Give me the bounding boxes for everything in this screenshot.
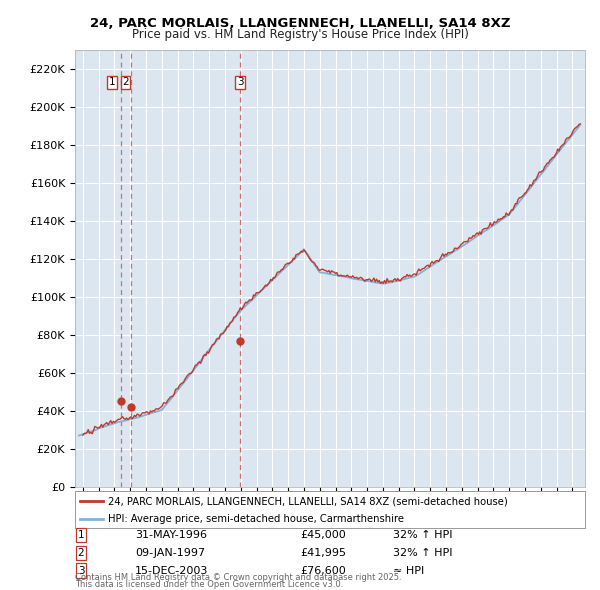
Text: 31-MAY-1996: 31-MAY-1996: [135, 530, 207, 540]
Text: £41,995: £41,995: [300, 548, 346, 558]
Text: Contains HM Land Registry data © Crown copyright and database right 2025.: Contains HM Land Registry data © Crown c…: [75, 573, 401, 582]
Text: 2: 2: [77, 548, 85, 558]
Text: This data is licensed under the Open Government Licence v3.0.: This data is licensed under the Open Gov…: [75, 580, 343, 589]
Text: 32% ↑ HPI: 32% ↑ HPI: [393, 530, 452, 540]
Text: 15-DEC-2003: 15-DEC-2003: [135, 566, 208, 575]
Text: 3: 3: [77, 566, 85, 575]
Text: 32% ↑ HPI: 32% ↑ HPI: [393, 548, 452, 558]
Text: 1: 1: [109, 77, 115, 87]
Text: ≈ HPI: ≈ HPI: [393, 566, 424, 575]
Text: 1: 1: [77, 530, 85, 540]
Text: £45,000: £45,000: [300, 530, 346, 540]
Text: 09-JAN-1997: 09-JAN-1997: [135, 548, 205, 558]
Text: 3: 3: [237, 77, 244, 87]
Text: 2: 2: [122, 77, 129, 87]
Text: 24, PARC MORLAIS, LLANGENNECH, LLANELLI, SA14 8XZ (semi-detached house): 24, PARC MORLAIS, LLANGENNECH, LLANELLI,…: [108, 496, 508, 506]
Text: Price paid vs. HM Land Registry's House Price Index (HPI): Price paid vs. HM Land Registry's House …: [131, 28, 469, 41]
Text: 24, PARC MORLAIS, LLANGENNECH, LLANELLI, SA14 8XZ: 24, PARC MORLAIS, LLANGENNECH, LLANELLI,…: [90, 17, 510, 30]
Text: £76,600: £76,600: [300, 566, 346, 575]
Text: HPI: Average price, semi-detached house, Carmarthenshire: HPI: Average price, semi-detached house,…: [108, 514, 404, 524]
